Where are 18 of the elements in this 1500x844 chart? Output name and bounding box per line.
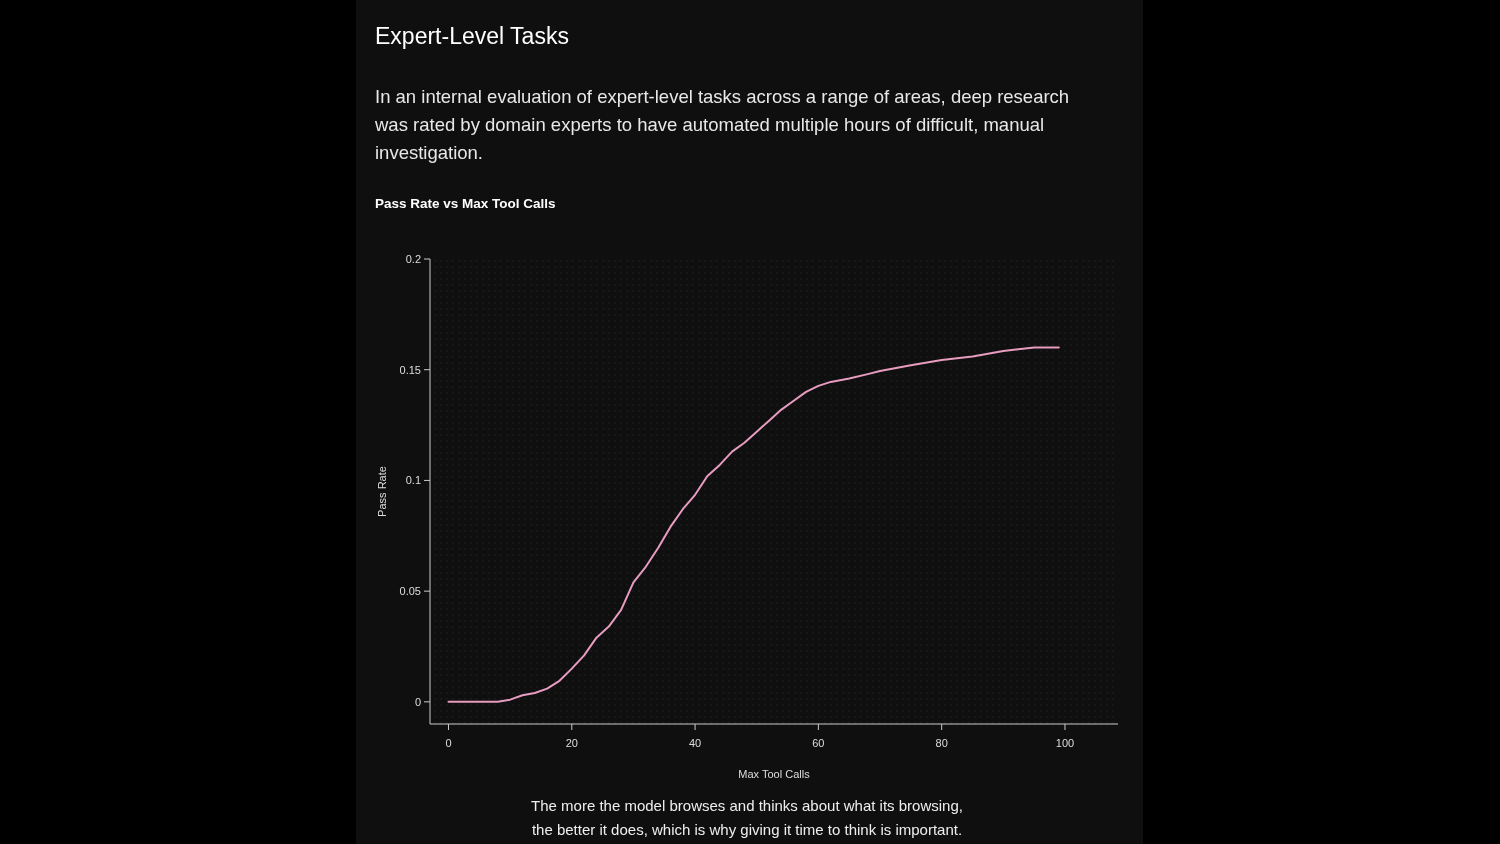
x-tick-label: 0 (445, 737, 452, 749)
x-tick-label: 40 (688, 737, 702, 749)
y-tick-label: 0.2 (405, 252, 421, 265)
text: The more the model browses and thinks about what its browsing, the better it does, which is why giving it time to think is important. (531, 797, 963, 838)
y-tick-label: 0.05 (399, 584, 421, 597)
line-series (447, 346, 1060, 703)
y-axis-title: Pass Rate (376, 466, 388, 517)
x-axis-title: Max Tool Calls (738, 768, 811, 780)
chart-subtitle: In an internal evaluation of expert-level tasks across a range of areas, deep research was rated by domain experts to have automated multiple hours of difficult, manual investigation. (374, 86, 1070, 163)
y-tick-label: 0.15 (399, 363, 421, 376)
x-tick-label: 60 (812, 737, 825, 749)
chart-title: Expert-Level Tasks (375, 23, 569, 49)
y-tick-label: 0 (414, 695, 421, 708)
x-tick-label: 80 (935, 737, 948, 749)
x-tick-label: 100 (1055, 737, 1075, 749)
x-tick-label: 20 (565, 737, 578, 749)
text: Pass Rate vs Max Tool Calls (375, 196, 556, 211)
y-tick-label: 0.1 (405, 474, 421, 487)
